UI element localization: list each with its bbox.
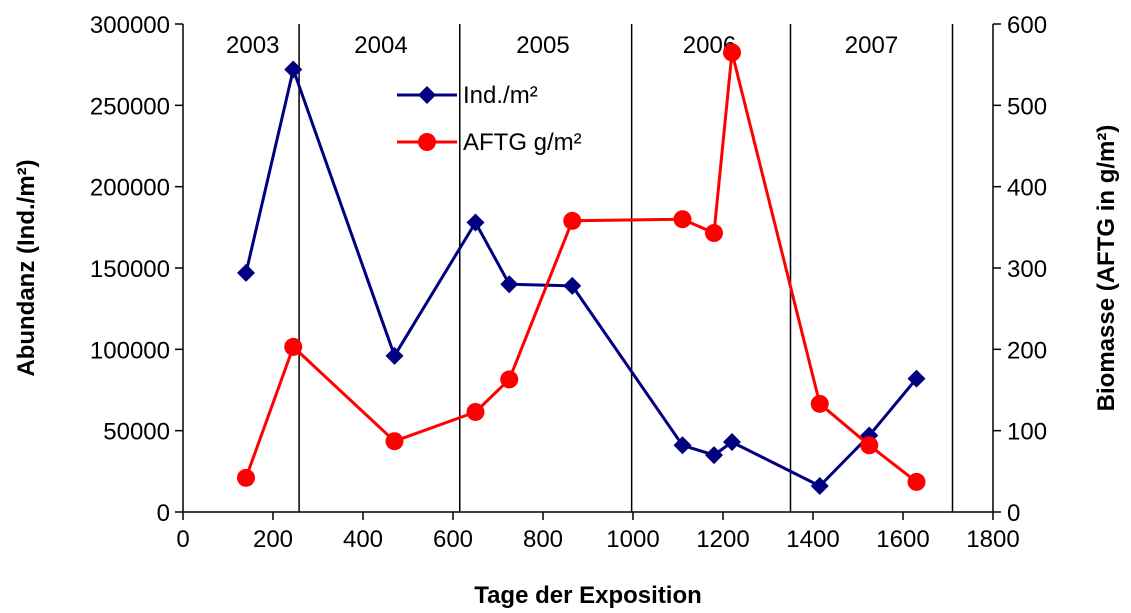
year-label-2004: 2004 bbox=[354, 32, 407, 59]
x-axis-title: Tage der Exposition bbox=[474, 582, 702, 609]
data-point-series-1 bbox=[500, 370, 519, 389]
data-point-series-0 bbox=[723, 433, 741, 452]
data-point-series-0 bbox=[810, 476, 829, 495]
data-point-series-0 bbox=[673, 436, 692, 455]
data-point-series-1 bbox=[860, 436, 879, 455]
data-point-series-1 bbox=[284, 337, 303, 356]
y2-axis-title: Biomasse (AFTG in g/m²) bbox=[1093, 125, 1120, 412]
year-label-2003: 2003 bbox=[226, 32, 279, 59]
legend: Ind./m² AFTG g/m² bbox=[397, 82, 582, 156]
y2-tick-label: 300 bbox=[1007, 256, 1047, 283]
series-line-0 bbox=[244, 68, 918, 488]
y-tick-label: 300000 bbox=[90, 12, 170, 39]
y-tick-label: 250000 bbox=[90, 93, 170, 120]
x-tick-label: 400 bbox=[343, 526, 383, 553]
y2-tick-label: 200 bbox=[1007, 337, 1047, 364]
data-point-series-1 bbox=[673, 210, 692, 229]
x-tick-label: 800 bbox=[523, 526, 563, 553]
data-point-series-0 bbox=[237, 263, 255, 282]
legend-label-abundance: Ind./m² bbox=[463, 82, 538, 109]
legend-item-abundance: Ind./m² bbox=[397, 82, 538, 109]
data-point-series-0 bbox=[563, 276, 582, 295]
y-tick-label: 50000 bbox=[103, 419, 170, 446]
data-point-series-1 bbox=[563, 211, 582, 230]
y-tick-label: 0 bbox=[157, 500, 170, 527]
data-point-series-1 bbox=[466, 402, 485, 421]
y2-tick-label: 600 bbox=[1007, 12, 1047, 39]
year-dividers bbox=[298, 24, 954, 512]
x-tick-label: 1800 bbox=[966, 526, 1019, 553]
data-point-series-0 bbox=[385, 346, 404, 365]
y2-axis-ticks: 0 100 200 300 400 500 600 bbox=[993, 12, 1047, 527]
data-point-series-1 bbox=[810, 394, 829, 413]
data-point-series-0 bbox=[705, 446, 723, 465]
y2-tick-label: 400 bbox=[1007, 175, 1047, 202]
year-label-2007: 2007 bbox=[845, 32, 898, 59]
x-tick-label: 0 bbox=[176, 526, 189, 553]
data-point-series-0 bbox=[500, 275, 519, 294]
x-axis-ticks: 0 200 400 600 800 1000 1200 1400 1600 1800 bbox=[176, 512, 1020, 553]
legend-label-biomass: AFTG g/m² bbox=[463, 129, 582, 156]
y-tick-label: 100000 bbox=[90, 337, 170, 364]
data-point-series-1 bbox=[723, 43, 741, 62]
series-layer bbox=[237, 43, 926, 495]
y2-tick-label: 100 bbox=[1007, 419, 1047, 446]
y2-tick-label: 0 bbox=[1007, 500, 1020, 527]
x-tick-label: 1600 bbox=[876, 526, 929, 553]
data-point-series-1 bbox=[705, 224, 723, 243]
data-point-series-1 bbox=[237, 468, 255, 487]
x-tick-label: 1400 bbox=[786, 526, 839, 553]
y-tick-label: 150000 bbox=[90, 256, 170, 283]
data-point-series-0 bbox=[907, 369, 926, 388]
x-tick-label: 1200 bbox=[696, 526, 749, 553]
year-labels: 2003 2004 2005 2006 2007 bbox=[226, 32, 898, 59]
legend-marker-abundance bbox=[418, 86, 436, 104]
data-point-series-0 bbox=[466, 213, 485, 232]
y-tick-label: 200000 bbox=[90, 175, 170, 202]
legend-marker-biomass bbox=[418, 133, 436, 151]
data-point-series-0 bbox=[284, 60, 303, 79]
data-point-series-1 bbox=[385, 432, 404, 451]
x-tick-label: 200 bbox=[253, 526, 293, 553]
y-axis-ticks: 0 50000 100000 150000 200000 250000 300000 bbox=[90, 12, 183, 527]
x-tick-label: 1000 bbox=[606, 526, 659, 553]
data-point-series-1 bbox=[907, 472, 926, 491]
year-label-2005: 2005 bbox=[516, 32, 569, 59]
y2-tick-label: 500 bbox=[1007, 93, 1047, 120]
y-axis-title: Abundanz (Ind./m²) bbox=[13, 159, 40, 376]
x-tick-label: 600 bbox=[433, 526, 473, 553]
series-line-1 bbox=[244, 51, 918, 484]
legend-item-biomass: AFTG g/m² bbox=[397, 129, 582, 156]
